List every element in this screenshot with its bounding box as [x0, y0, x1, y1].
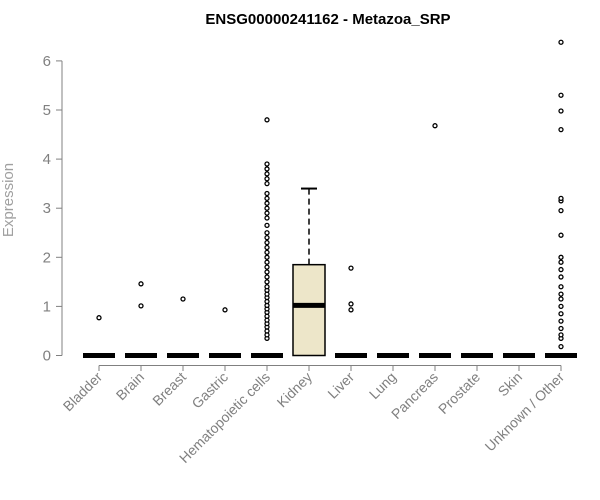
box-11-outlier-18 — [558, 126, 564, 133]
box-4-outlier-36 — [264, 166, 270, 172]
box-8 — [419, 123, 451, 358]
box-4-outlier-23 — [264, 239, 270, 246]
box-4-outlier-20 — [264, 254, 270, 260]
box-11-outlier-19 — [558, 108, 564, 114]
box-4-outlier-33 — [264, 180, 270, 187]
chart-title: ENSG00000241162 - Metazoa_SRP — [205, 11, 450, 28]
box-11-outlier-4 — [558, 318, 564, 324]
y-tick-label-3: 3 — [43, 200, 51, 217]
box-2-outlier-0 — [180, 296, 186, 302]
box-11-outlier-9 — [558, 284, 564, 290]
y-tick-label-4: 4 — [43, 151, 51, 168]
x-tick-label-5: Kidney — [274, 369, 316, 411]
box-1-outlier-1 — [138, 281, 144, 287]
x-tick-label-2: Breast — [149, 369, 189, 409]
x-tick-label-8: Pancreas — [388, 369, 441, 422]
box-4-outlier-19 — [264, 259, 270, 265]
box-4 — [251, 117, 283, 358]
box-11-outlier-10 — [558, 274, 564, 280]
box-3-outlier-0 — [222, 307, 228, 313]
box-4-outlier-14 — [264, 284, 270, 290]
box-4-outlier-17 — [264, 269, 270, 275]
box-4-outlier-28 — [264, 210, 270, 216]
y-tick-label-2: 2 — [43, 249, 51, 266]
y-axis-label: Expression — [0, 163, 17, 237]
box-11-outlier-15 — [558, 208, 564, 214]
box-11 — [545, 39, 577, 358]
x-tick-label-6: Liver — [324, 369, 357, 402]
box-8-outlier-0 — [432, 123, 438, 129]
box-4-outlier-16 — [264, 274, 270, 280]
x-tick-label-1: Brain — [113, 369, 147, 403]
box-6-outlier-1 — [348, 301, 354, 307]
box-4-outlier-24 — [264, 235, 270, 241]
box-11-outlier-21 — [558, 39, 564, 45]
box-5 — [292, 187, 326, 357]
box-11-outlier-3 — [558, 325, 564, 332]
box-6 — [335, 265, 367, 358]
box-5-iqr — [292, 263, 326, 357]
box-11-outlier-14 — [558, 232, 564, 238]
x-tick-label-0: Bladder — [60, 369, 106, 415]
box-4-outlier-27 — [264, 215, 270, 221]
box-4-outlier-34 — [264, 176, 270, 182]
box-0 — [83, 315, 115, 358]
box-11-outlier-11 — [558, 266, 564, 273]
box-4-outlier-21 — [264, 249, 270, 256]
box-11-outlier-20 — [558, 92, 564, 98]
box-11-outlier-2 — [558, 332, 564, 338]
box-1-outlier-0 — [138, 303, 144, 309]
x-tick-label-11: Unknown / Other — [482, 369, 568, 455]
y-tick-label-0: 0 — [43, 348, 51, 365]
x-tick-label-7: Lung — [366, 369, 399, 402]
box-4-outlier-31 — [264, 195, 270, 202]
box-2 — [167, 296, 199, 358]
x-tick-label-9: Prostate — [435, 369, 483, 417]
box-4-outlier-35 — [264, 171, 270, 177]
x-tick-label-10: Skin — [495, 369, 526, 400]
box-4-outlier-22 — [264, 244, 270, 251]
y-tick-label-5: 5 — [43, 102, 51, 119]
box-11-outlier-6 — [558, 303, 564, 310]
box-1 — [125, 281, 157, 358]
y-tick-label-6: 6 — [43, 53, 51, 70]
box-4-outlier-37 — [264, 161, 270, 167]
box-11-outlier-7 — [558, 296, 564, 302]
box-4-outlier-26 — [264, 222, 270, 229]
box-11-outlier-12 — [558, 259, 564, 265]
box-11-outlier-5 — [558, 311, 564, 317]
box-4-outlier-25 — [264, 230, 270, 236]
box-11-outlier-0 — [558, 344, 564, 350]
box-4-outlier-15 — [264, 279, 270, 285]
box-4-outlier-32 — [264, 190, 270, 197]
y-axis: 0 1 2 3 4 5 6 — [43, 53, 63, 365]
y-tick-label-1: 1 — [43, 298, 51, 315]
box-0-outlier-0 — [96, 315, 102, 321]
box-4-outlier-18 — [264, 264, 270, 270]
box-6-outlier-0 — [348, 307, 354, 313]
box-4-outlier-29 — [264, 205, 270, 211]
box-11-outlier-17 — [558, 195, 564, 202]
box-4-outlier-38 — [264, 117, 270, 123]
box-series — [83, 39, 577, 358]
box-6-outlier-2 — [348, 265, 354, 271]
box-11-outlier-8 — [558, 291, 564, 297]
box-4-outlier-30 — [264, 200, 270, 206]
box-11-outlier-13 — [558, 254, 564, 260]
box-3 — [209, 307, 241, 358]
